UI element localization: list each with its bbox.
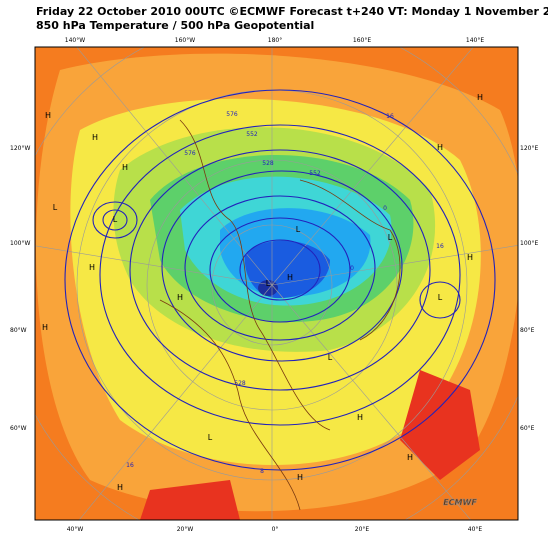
pressure-center: L (266, 279, 271, 288)
longitude-label: 60°E (520, 425, 535, 432)
pressure-center: H (122, 163, 128, 172)
subtitle-line: 850 hPa Temperature / 500 hPa Geopotenti… (36, 19, 314, 32)
pressure-center: H (407, 453, 413, 462)
contour-label: 552 (246, 131, 258, 138)
longitude-label: 20°E (355, 526, 370, 533)
contour-label: 528 (262, 160, 274, 167)
pressure-center: L (328, 353, 333, 362)
contour-label: 0 (383, 205, 387, 212)
contour-label: 576 (184, 150, 196, 157)
watermark: ECMWF (443, 498, 477, 507)
pressure-center: H (437, 143, 443, 152)
longitude-label: 40°W (67, 526, 84, 533)
pressure-center: L (296, 225, 301, 234)
longitude-label: 120°E (520, 145, 538, 152)
pressure-center: H (42, 323, 48, 332)
pressure-center: H (92, 133, 98, 142)
coastlines (159, 119, 401, 511)
pressure-center: L (208, 433, 213, 442)
longitude-label: 80°E (520, 327, 535, 334)
pressure-center: H (177, 293, 183, 302)
pressure-center: H (89, 263, 95, 272)
pressure-center: H (117, 483, 123, 492)
pressure-center: L (388, 233, 393, 242)
longitude-label: 140°E (466, 37, 484, 44)
contour-label: 576 (226, 111, 238, 118)
longitude-label: 20°W (177, 526, 194, 533)
pressure-center: H (477, 93, 483, 102)
contour-label: 0 (350, 265, 354, 272)
longitude-label: 0° (272, 526, 279, 533)
longitude-label: 100°W (10, 240, 30, 247)
longitude-label: 100°E (520, 240, 538, 247)
pressure-center: H (287, 273, 293, 282)
pressure-center: H (297, 473, 303, 482)
longitude-label: 160°W (175, 37, 195, 44)
longitude-label: 80°W (10, 327, 27, 334)
contour-label: 528 (234, 380, 246, 387)
contour-label: 16 (436, 243, 444, 250)
longitude-label: 40°E (468, 526, 483, 533)
longitude-label: 60°W (10, 425, 27, 432)
pressure-center: H (357, 413, 363, 422)
map-area (35, 47, 518, 520)
pressure-center: L (438, 293, 443, 302)
longitude-label: 140°W (65, 37, 85, 44)
longitude-label: 120°W (10, 145, 30, 152)
pressure-center: L (113, 215, 118, 224)
map-frame (34, 46, 519, 521)
pressure-center: L (53, 203, 58, 212)
longitude-label: 160°E (353, 37, 371, 44)
longitude-label: 180° (268, 37, 282, 44)
contour-label: 8 (260, 468, 264, 475)
contour-label: 16 (126, 462, 134, 469)
contour-label: 552 (309, 170, 321, 177)
contour-label: 16 (386, 113, 394, 120)
title-line: Friday 22 October 2010 00UTC ©ECMWF Fore… (36, 5, 548, 18)
pressure-center: H (45, 111, 51, 120)
pressure-center: H (467, 253, 473, 262)
